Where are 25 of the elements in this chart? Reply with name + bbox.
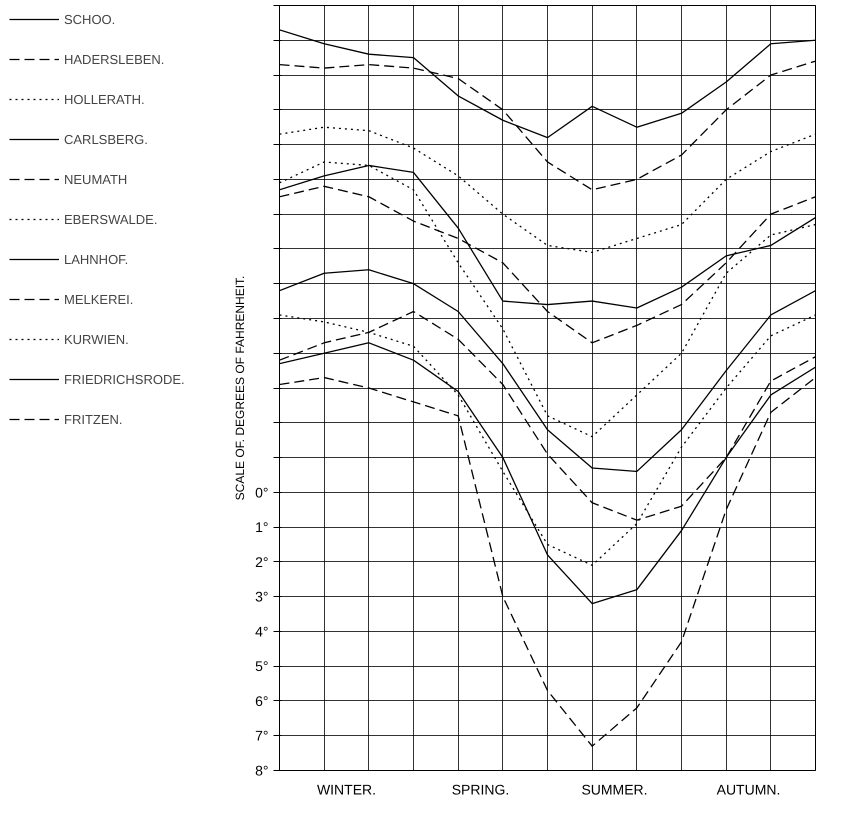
legend-label: NEUMATH [64, 172, 128, 186]
text: SUMMER. [581, 782, 648, 798]
y-tick-label: 3° [255, 588, 269, 605]
legend-label: MELKEREI. [64, 292, 134, 306]
y-tick-label: 7° [255, 728, 269, 744]
legend-label: KURWIEN. [64, 332, 129, 346]
text: AUTUMN. [716, 782, 780, 798]
y-tick-label: 4° [255, 623, 269, 640]
legend-label: HOLLERATH. [64, 92, 145, 106]
y-axis-title: SCALE OF. DEGREES OF FAHRENHEIT. [233, 276, 248, 500]
legend-label: FRITZEN. [64, 412, 122, 426]
y-tick-label: 1° [255, 519, 269, 536]
y-tick-label: 2° [255, 554, 269, 570]
text: WINTER. [316, 782, 376, 798]
legend-label: LAHNHOF. [64, 252, 128, 266]
legend-label: SCHOO. [64, 12, 116, 26]
y-tick-label: 6° [255, 692, 269, 709]
y-tick-label: 0° [255, 484, 269, 500]
legend-label: FRIEDRICHSRODE. [64, 372, 185, 386]
legend-label: CARLSBERG. [64, 132, 148, 146]
text: SPRING. [452, 782, 510, 798]
legend-label: EBERSWALDE. [64, 212, 158, 226]
y-tick-label: 8° [255, 762, 269, 778]
y-tick-label: 5° [255, 658, 269, 674]
legend-label: HADERSLEBEN. [64, 52, 164, 66]
